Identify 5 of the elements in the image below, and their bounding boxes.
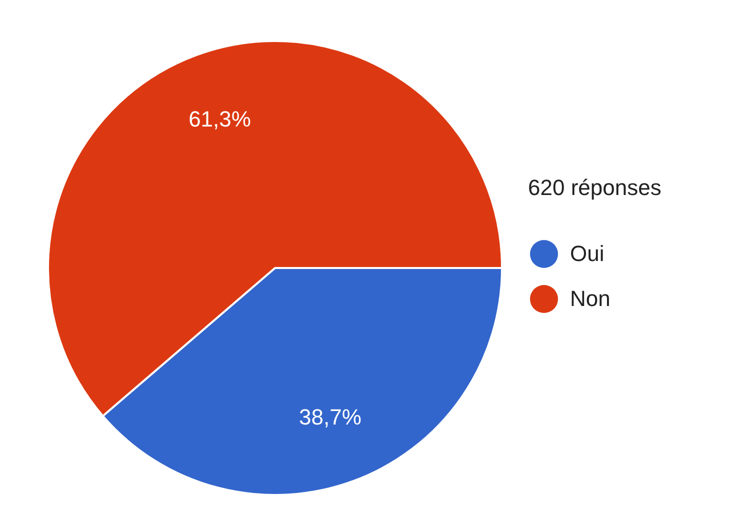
legend-label: Non: [570, 286, 610, 312]
data-label: 61,3%: [188, 106, 251, 132]
legend-title: 620 réponses: [528, 175, 662, 201]
data-label: 38,7%: [299, 404, 362, 430]
legend-label: Oui: [570, 240, 604, 266]
